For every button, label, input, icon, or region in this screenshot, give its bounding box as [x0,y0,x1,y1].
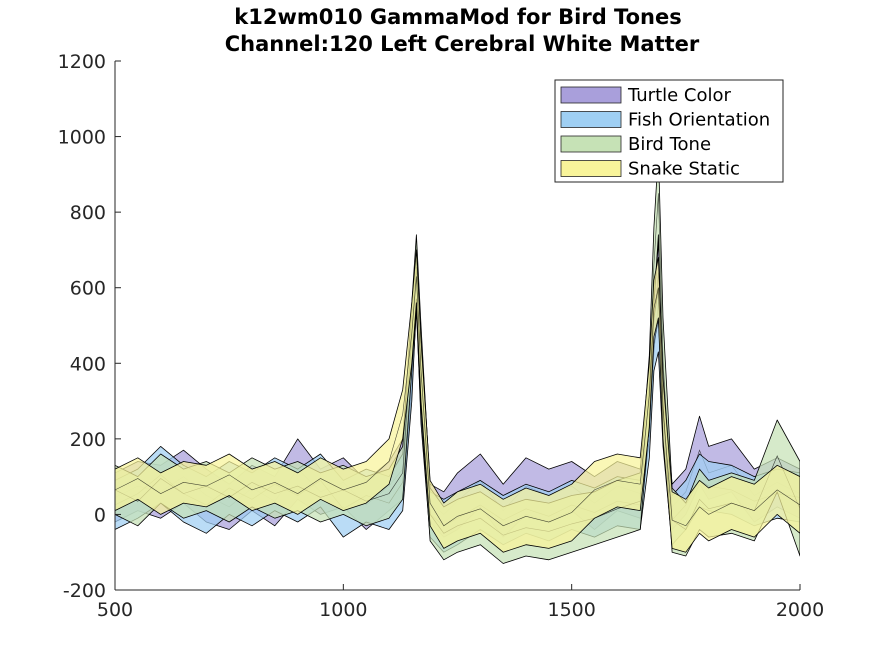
legend-label-bird-tone: Bird Tone [628,134,711,155]
x-axis-ticks: 500 1000 1500 2000 [97,584,824,621]
y-axis-ticks: -200 0 200 400 600 800 1000 1200 [58,51,121,602]
y-tick-label: 400 [70,353,106,375]
series-mean-line-snake-static [115,276,800,527]
series-layer [115,151,800,564]
legend-swatch-bird-tone [560,135,622,153]
y-tick-label: 1000 [58,127,106,149]
legend-swatch-snake-static [560,160,622,177]
legend-swatch-fish-orientation [560,111,622,128]
plot-area: 500 1000 1500 2000 -200 0 200 400 600 800 1000 120… [58,51,825,621]
y-tick-label: -200 [63,580,106,602]
y-tick-label: 800 [70,202,106,224]
legend-label-snake-static: Snake Static [628,159,740,180]
chart-title-line-1: k12wm010 GammaMod for Bird Tones [234,5,681,29]
y-tick-label: 1200 [58,51,106,73]
x-tick-label: 1000 [319,599,367,621]
y-tick-label: 0 [94,504,106,526]
y-tick-label: 200 [70,429,106,451]
legend-label-turtle-color: Turtle Color [627,85,732,106]
x-tick-label: 1500 [547,599,595,621]
x-tick-label: 2000 [776,599,824,621]
series-band-snake-static [115,249,800,553]
legend-label-fish-orientation: Fish Orientation [628,110,770,131]
y-tick-label: 600 [70,278,106,300]
legend: Turtle Color Fish Orientation Bird Tone Sna… [554,79,784,183]
x-tick-label: 500 [97,599,133,621]
chart-title-line-2: Channel:120 Left Cerebral White Matter [225,32,700,56]
legend-swatch-turtle-color [560,86,622,104]
